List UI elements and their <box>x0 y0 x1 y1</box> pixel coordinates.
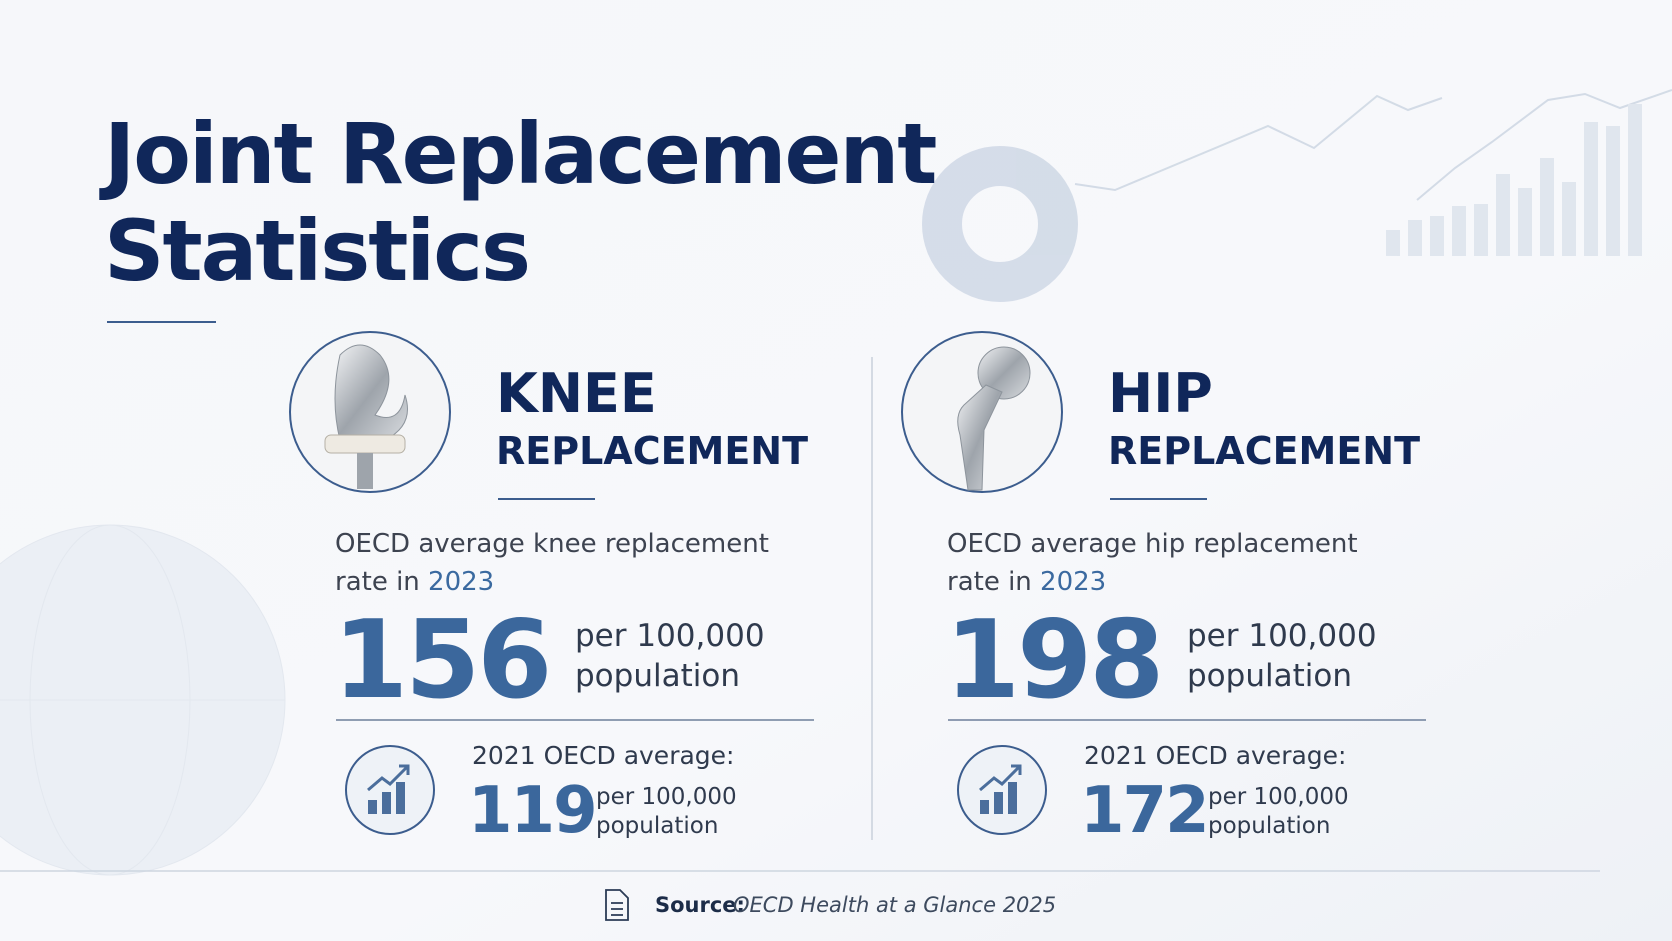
trend-icon <box>396 782 405 814</box>
section-name: KNEE <box>496 362 657 425</box>
title: Joint Replacement Statistics <box>99 105 938 300</box>
description-text: rate in <box>335 567 420 597</box>
section-subtitle: REPLACEMENT <box>1108 429 1420 473</box>
implant <box>324 434 406 454</box>
implant <box>977 346 1031 400</box>
prior-label: 2021 OECD average: <box>1084 741 1346 770</box>
trend-icon <box>1008 782 1017 814</box>
unit: population <box>1187 658 1352 694</box>
year: 2023 <box>428 567 494 597</box>
description: rate in 2023 <box>947 567 1106 597</box>
trend-icon <box>980 800 989 814</box>
unit: population <box>575 658 740 694</box>
section-name: HIP <box>1108 362 1213 425</box>
unit: per 100,000 <box>575 618 765 654</box>
trend-icon <box>368 800 377 814</box>
decor <box>0 89 1672 876</box>
year: 2023 <box>1040 567 1106 597</box>
description: rate in 2023 <box>335 567 494 597</box>
trend-icon <box>345 745 435 835</box>
source: Source: OECD Health at a Glance 2025 <box>655 893 1056 917</box>
prior-value: 119 <box>468 774 596 848</box>
source-icon <box>605 889 629 921</box>
implant <box>334 344 408 441</box>
trend-icon <box>957 745 1047 835</box>
trend-icon <box>994 792 1003 814</box>
source-text: OECD Health at a Glance 2025 <box>733 893 1056 917</box>
trend-icon <box>367 764 410 792</box>
prior-unit: per 100,000 <box>596 784 737 810</box>
description-text: rate in <box>947 567 1032 597</box>
section-subtitle: REPLACEMENT <box>496 429 808 473</box>
prior-unit: population <box>596 813 718 839</box>
prior-label: 2021 OECD average: <box>472 741 734 770</box>
value: 198 <box>945 598 1161 723</box>
description: OECD average knee replacement <box>335 529 769 559</box>
title-line: Statistics <box>104 202 529 300</box>
description: OECD average hip replacement <box>947 529 1358 559</box>
value: 156 <box>333 598 549 723</box>
prior-unit: population <box>1208 813 1330 839</box>
implant <box>957 384 1003 491</box>
source-label: Source: <box>655 893 745 917</box>
trend-icon <box>382 792 391 814</box>
prior-value: 172 <box>1080 774 1208 848</box>
title-line: Joint Replacement <box>99 105 936 203</box>
prior-unit: per 100,000 <box>1208 784 1349 810</box>
implant <box>357 453 373 489</box>
trend-icon <box>979 764 1022 792</box>
unit: per 100,000 <box>1187 618 1377 654</box>
